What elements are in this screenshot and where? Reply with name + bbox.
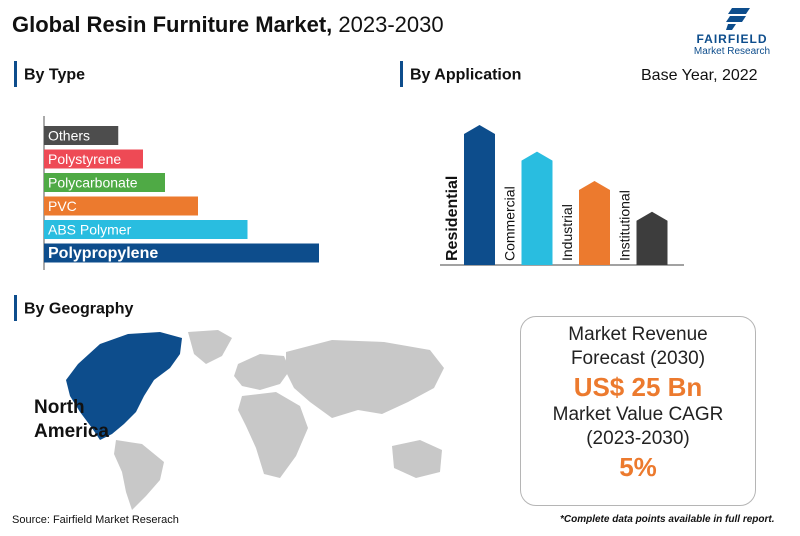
base-year-label: Base Year, 2022 — [641, 67, 758, 84]
by-geography-heading: By Geography — [14, 298, 133, 321]
map-greenland — [188, 330, 232, 364]
type-label-pvc: PVC — [48, 198, 77, 214]
map-australia — [392, 440, 442, 478]
logo-subtitle: Market Research — [693, 46, 771, 57]
forecast-panel: Market Revenue Forecast (2030) US$ 25 Bn… — [520, 316, 756, 506]
type-bar-pvc — [44, 196, 198, 216]
logo-name: FAIRFIELD — [696, 32, 768, 46]
type-bar-polypropylene — [44, 243, 319, 263]
map-north-america — [66, 332, 182, 440]
type-label-polypropylene: Polypropylene — [48, 245, 158, 262]
application-label-commercial: Commercial — [502, 186, 518, 261]
highlighted-region-label: North America — [34, 397, 109, 442]
title-years: 2023-2030 — [338, 12, 444, 37]
map-south-america — [114, 440, 164, 510]
map-europe — [234, 354, 290, 390]
application-label-institutional: Institutional — [617, 190, 633, 261]
type-bar-chart: Others Polystyrene Polycarbonate PVC ABS Pol… — [43, 116, 319, 270]
type-label-polystyrene: Polystyrene — [48, 151, 121, 167]
footnote: *Complete data points available in full … — [560, 514, 775, 525]
logo-icon — [726, 8, 750, 30]
revenue-forecast-label: Market Revenue Forecast (2030) — [568, 324, 708, 369]
by-application-heading: By Application — [400, 64, 521, 87]
type-bar-polystyrene — [44, 149, 143, 169]
application-bar-chart: Residential Commercial Industrial Instituti… — [440, 125, 684, 266]
world-map — [66, 330, 444, 510]
map-asia — [286, 340, 444, 418]
type-bar-others — [44, 126, 119, 145]
application-bar-commercial — [521, 151, 553, 265]
by-type-heading: By Type — [14, 64, 85, 87]
application-bar-institutional — [636, 211, 668, 265]
application-bar-industrial — [579, 181, 610, 265]
cagr-value: 5% — [619, 452, 657, 482]
cagr-label: Market Value CAGR (2023-2030) — [552, 404, 724, 449]
source-note: Source: Fairfield Market Reserach — [12, 514, 179, 526]
revenue-forecast-value: US$ 25 Bn — [573, 372, 703, 402]
type-bar-polycarbonate — [44, 173, 165, 192]
type-bar-abs-polymer — [44, 220, 248, 239]
map-africa — [238, 392, 308, 478]
application-bar-residential — [464, 125, 495, 265]
type-label-others: Others — [48, 128, 90, 144]
fairfield-logo: FAIRFIELD Market Research — [672, 8, 792, 57]
application-label-industrial: Industrial — [559, 204, 575, 261]
title-main: Global Resin Furniture Market, — [12, 12, 333, 37]
type-label-abs-polymer: ABS Polymer — [48, 222, 132, 238]
application-label-residential: Residential — [444, 176, 461, 261]
type-label-polycarbonate: Polycarbonate — [48, 175, 138, 191]
page-title: Global Resin Furniture Market, 2023-2030 — [12, 12, 444, 38]
